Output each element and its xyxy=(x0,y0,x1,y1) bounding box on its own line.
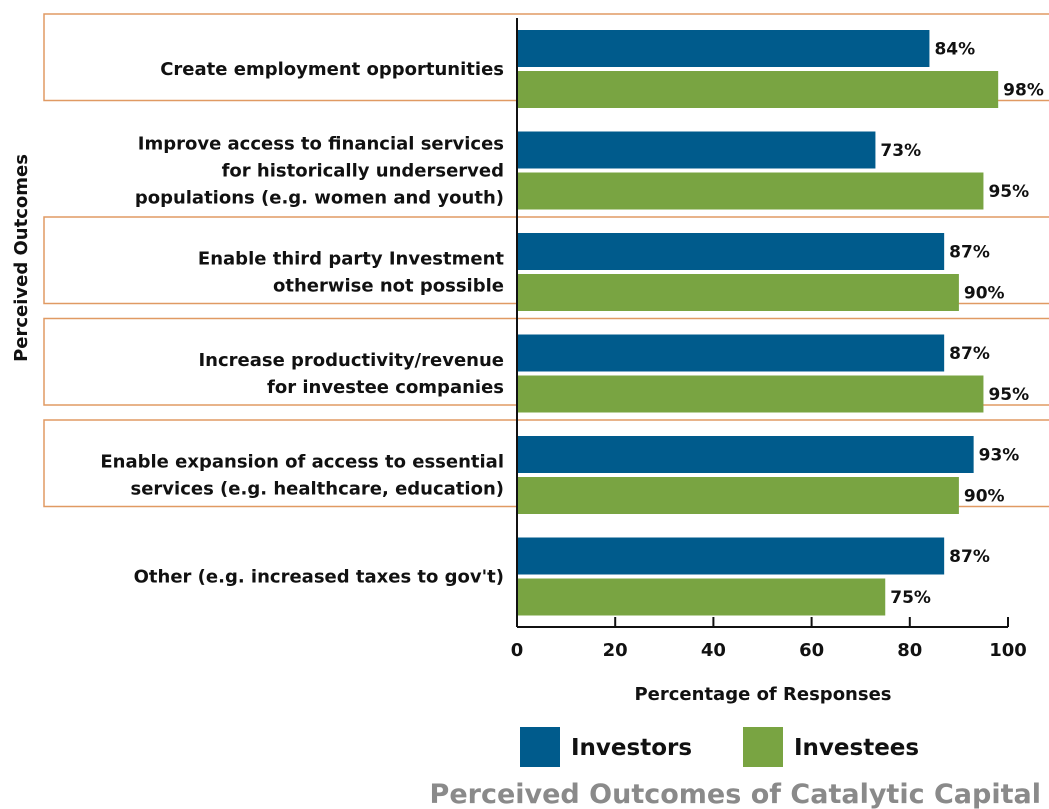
x-axis-title: Percentage of Responses xyxy=(634,684,891,705)
x-tick-label: 100 xyxy=(989,640,1027,661)
data-label: 90% xyxy=(964,487,1005,507)
data-label: 87% xyxy=(949,547,990,567)
bar-investees xyxy=(517,578,886,616)
x-tick-label: 40 xyxy=(701,640,726,661)
x-tick-label: 60 xyxy=(799,640,824,661)
data-label: 98% xyxy=(1003,81,1044,101)
data-label: 95% xyxy=(988,385,1029,405)
bars: 84% 98% 73% 95% 87% 90% 87% 95% 93% 90% 87% 75% xyxy=(517,30,1044,616)
category-label: for investee companies xyxy=(267,377,504,398)
category-label: Enable expansion of access to essential xyxy=(100,452,504,473)
bar-investors xyxy=(517,334,945,372)
bar-investors xyxy=(517,436,974,473)
bar-investors xyxy=(517,537,945,575)
bar-investees xyxy=(517,274,959,311)
legend-swatch-investors xyxy=(520,727,560,767)
data-label: 73% xyxy=(880,141,921,161)
data-label: 87% xyxy=(949,344,990,364)
bar-investors xyxy=(517,233,945,270)
bar-investors xyxy=(517,131,876,169)
data-label: 75% xyxy=(890,588,931,608)
legend-label-investors: Investors xyxy=(571,735,692,761)
chart-title: Perceived Outcomes of Catalytic Capital xyxy=(430,779,1041,809)
category-label: Other (e.g. increased taxes to gov't) xyxy=(134,567,504,588)
y-axis-title: Perceived Outcomes xyxy=(11,154,32,362)
axes: 0 20 40 60 80 100 xyxy=(511,18,1027,661)
x-tick-label: 20 xyxy=(603,640,628,661)
legend-label-investees: Investees xyxy=(794,735,919,761)
category-label: Create employment opportunities xyxy=(160,59,504,80)
data-label: 87% xyxy=(949,243,990,263)
category-label: services (e.g. healthcare, education) xyxy=(131,479,505,500)
data-label: 84% xyxy=(934,40,975,60)
category-label: Enable third party Investment xyxy=(198,249,504,270)
bar-investees xyxy=(517,172,984,210)
bar-investees xyxy=(517,477,959,514)
data-label: 93% xyxy=(979,446,1020,466)
category-label: Improve access to financial services xyxy=(138,134,504,155)
data-label: 90% xyxy=(964,284,1005,304)
category-labels: Create employment opportunities Improve a… xyxy=(100,59,504,588)
legend: Investors Investees xyxy=(520,727,919,767)
legend-swatch-investees xyxy=(743,727,783,767)
category-label: otherwise not possible xyxy=(273,276,504,297)
x-tick-label: 0 xyxy=(511,640,524,661)
bar-investees xyxy=(517,375,984,413)
bar-investors xyxy=(517,30,930,67)
category-label: for historically underserved xyxy=(222,161,504,182)
x-tick-label: 80 xyxy=(897,640,922,661)
category-label: Increase productivity/revenue xyxy=(198,350,504,371)
category-label: populations (e.g. women and youth) xyxy=(135,188,504,209)
data-label: 95% xyxy=(988,182,1029,202)
bar-investees xyxy=(517,71,999,108)
